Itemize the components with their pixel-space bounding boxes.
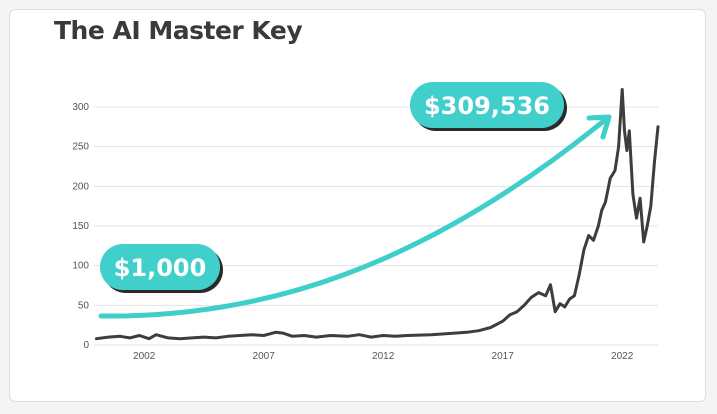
start-value-label: $1,000 <box>114 254 207 282</box>
end-value-label: $309,536 <box>424 92 550 120</box>
grid-lines <box>94 106 658 346</box>
x-axis-ticks: 2002 2007 2012 2017 2022 <box>133 351 634 362</box>
y-axis-ticks: 0 50 100 150 200 250 300 <box>72 102 89 351</box>
x-tick-label: 2002 <box>133 351 156 362</box>
growth-arrowhead-icon <box>586 114 612 140</box>
y-tick-label: 250 <box>72 142 89 153</box>
x-tick-label: 2007 <box>253 351 276 362</box>
growth-arrow <box>98 117 608 319</box>
y-tick-label: 0 <box>83 340 89 351</box>
start-value-badge <box>100 244 220 290</box>
y-tick-label: 200 <box>72 181 89 192</box>
end-value-badge <box>410 82 564 128</box>
x-tick-label: 2012 <box>372 351 395 362</box>
y-tick-label: 50 <box>78 300 90 311</box>
series-line <box>94 88 660 341</box>
y-tick-label: 150 <box>72 221 89 232</box>
y-tick-label: 300 <box>72 102 89 113</box>
y-tick-label: 100 <box>72 261 89 272</box>
start-value-badge-bg <box>100 244 220 290</box>
end-value-badge-bg <box>410 82 564 128</box>
x-tick-label: 2017 <box>492 351 515 362</box>
x-tick-label: 2022 <box>611 351 634 362</box>
chart-title: The AI Master Key <box>54 16 303 45</box>
